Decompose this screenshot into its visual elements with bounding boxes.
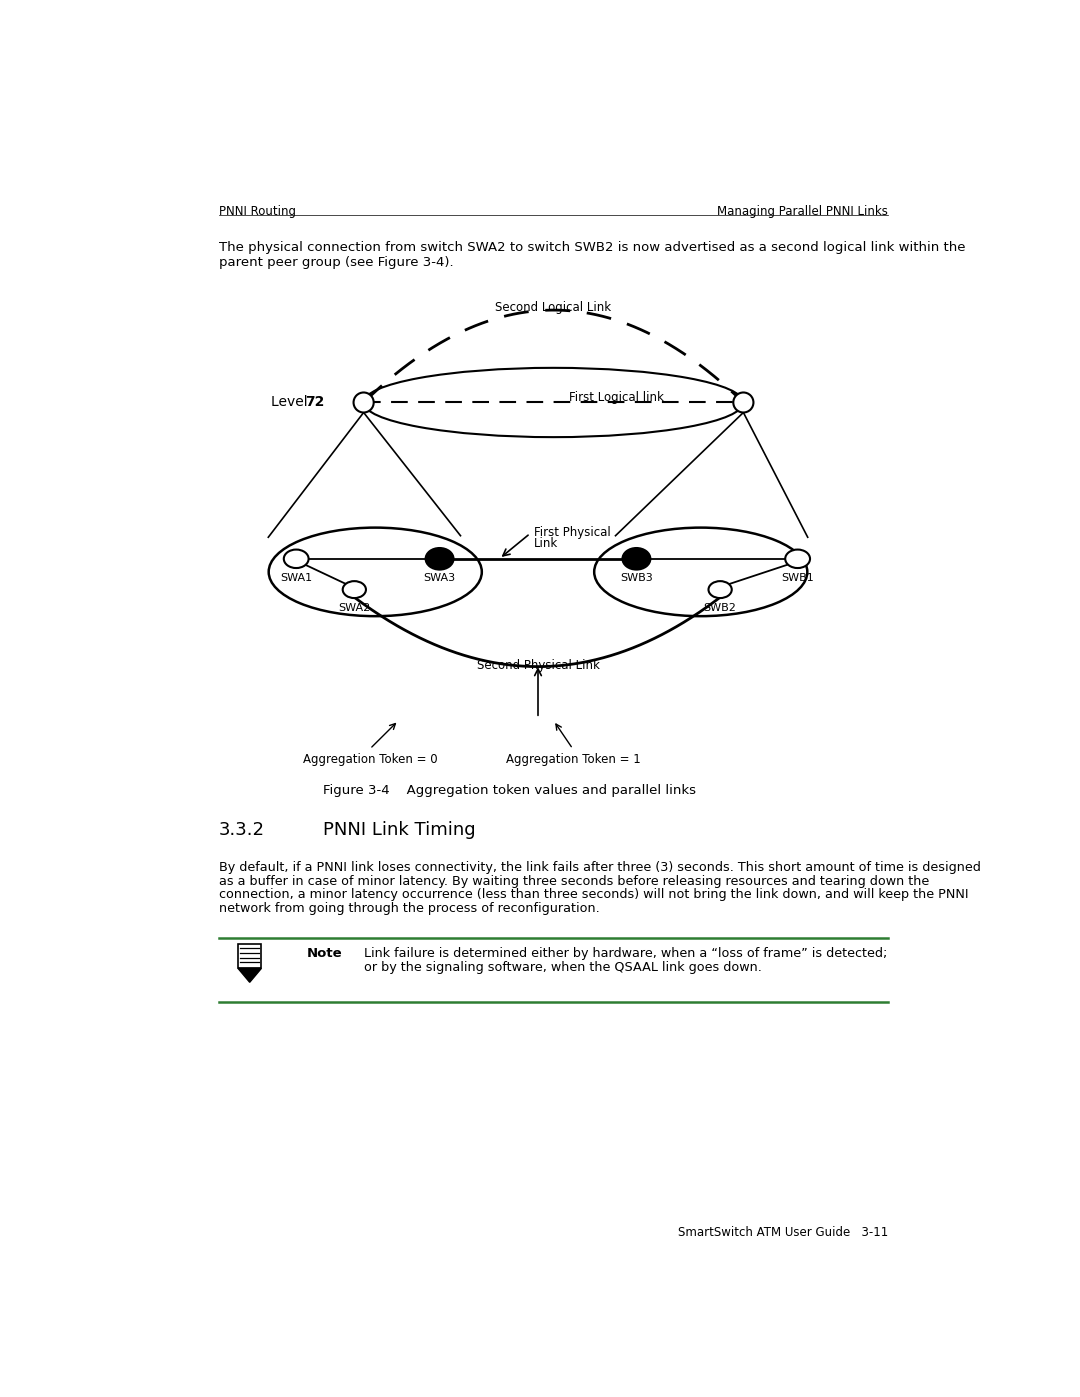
Text: parent peer group (see Figure 3-4).: parent peer group (see Figure 3-4). [218, 256, 454, 270]
Text: First Physical: First Physical [535, 525, 611, 539]
Ellipse shape [785, 549, 810, 569]
Text: 3.3.2: 3.3.2 [218, 820, 265, 838]
Ellipse shape [284, 549, 309, 569]
Text: as a buffer in case of minor latency. By waiting three seconds before releasing : as a buffer in case of minor latency. By… [218, 875, 929, 887]
Ellipse shape [708, 581, 732, 598]
Text: Second Physical Link: Second Physical Link [476, 659, 599, 672]
Text: SWA1: SWA1 [280, 573, 312, 583]
Text: Second Logical Link: Second Logical Link [496, 300, 611, 314]
Text: SWB3: SWB3 [620, 573, 652, 583]
Text: The physical connection from switch SWA2 to switch SWB2 is now advertised as a s: The physical connection from switch SWA2… [218, 240, 966, 254]
Text: SWB2: SWB2 [704, 602, 737, 613]
Text: Managing Parallel PNNI Links: Managing Parallel PNNI Links [717, 204, 889, 218]
Text: Aggregation Token = 1: Aggregation Token = 1 [505, 753, 640, 766]
Text: By default, if a PNNI link loses connectivity, the link fails after three (3) se: By default, if a PNNI link loses connect… [218, 861, 981, 873]
Text: Link failure is determined either by hardware, when a “loss of frame” is detecte: Link failure is determined either by har… [364, 947, 887, 960]
Text: Level: Level [271, 395, 312, 409]
Ellipse shape [426, 548, 454, 570]
Text: Note: Note [307, 947, 342, 960]
Text: Figure 3-4    Aggregation token values and parallel links: Figure 3-4 Aggregation token values and … [323, 784, 697, 796]
Text: 72: 72 [306, 395, 325, 409]
Text: SWB1: SWB1 [781, 573, 814, 583]
Text: SmartSwitch ATM User Guide   3-11: SmartSwitch ATM User Guide 3-11 [678, 1227, 889, 1239]
Circle shape [353, 393, 374, 412]
Text: SWA2: SWA2 [338, 602, 370, 613]
Text: PNNI Routing: PNNI Routing [218, 204, 296, 218]
Ellipse shape [342, 581, 366, 598]
Text: network from going through the process of reconfiguration.: network from going through the process o… [218, 902, 599, 915]
Text: connection, a minor latency occurrence (less than three seconds) will not bring : connection, a minor latency occurrence (… [218, 888, 969, 901]
Circle shape [733, 393, 754, 412]
FancyBboxPatch shape [238, 944, 261, 968]
Text: or by the signaling software, when the QSAAL link goes down.: or by the signaling software, when the Q… [364, 961, 761, 974]
Polygon shape [238, 968, 261, 982]
Ellipse shape [622, 548, 650, 570]
Text: First Logical link: First Logical link [569, 391, 664, 404]
Text: PNNI Link Timing: PNNI Link Timing [323, 820, 476, 838]
Text: SWA3: SWA3 [423, 573, 456, 583]
Text: Link: Link [535, 538, 558, 550]
Text: Aggregation Token = 0: Aggregation Token = 0 [302, 753, 437, 766]
